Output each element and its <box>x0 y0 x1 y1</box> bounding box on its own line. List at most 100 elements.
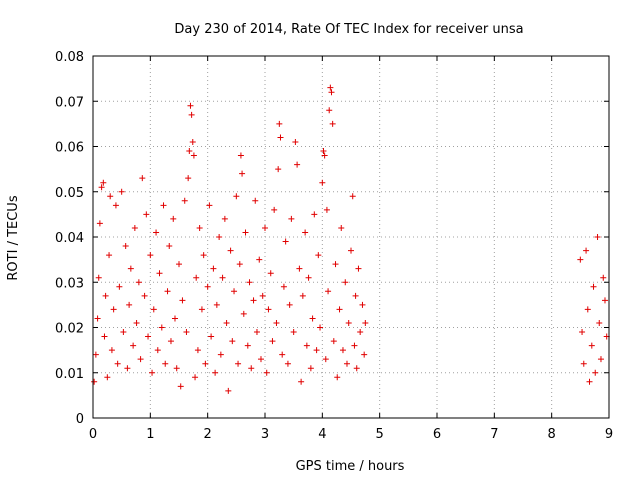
data-point <box>95 274 102 281</box>
data-point <box>179 297 186 304</box>
data-point <box>259 292 266 299</box>
data-point <box>212 369 219 376</box>
data-point <box>141 292 148 299</box>
data-point <box>116 283 123 290</box>
data-point <box>225 387 232 394</box>
data-point <box>320 148 327 155</box>
data-point <box>351 342 358 349</box>
data-point <box>313 347 320 354</box>
data-point <box>580 360 587 367</box>
data-point <box>188 111 195 118</box>
data-point <box>338 224 345 231</box>
data-point <box>282 238 289 245</box>
data-point <box>353 365 360 372</box>
y-tick-label: 0.04 <box>55 231 84 246</box>
data-point <box>227 247 234 254</box>
data-point <box>319 179 326 186</box>
data-point <box>122 243 129 250</box>
data-point <box>279 351 286 358</box>
data-point <box>149 369 156 376</box>
y-tick-label: 0.05 <box>55 186 84 201</box>
data-point <box>112 202 119 209</box>
data-point <box>100 179 107 186</box>
data-point <box>248 365 255 372</box>
data-point <box>154 347 161 354</box>
data-point <box>135 279 142 286</box>
data-point <box>323 206 330 213</box>
data-point <box>288 215 295 222</box>
data-point <box>202 360 209 367</box>
data-point <box>332 261 339 268</box>
data-point <box>186 148 193 155</box>
data-point <box>102 292 109 299</box>
data-point <box>124 365 131 372</box>
data-point <box>305 274 312 281</box>
data-point <box>98 184 105 191</box>
chart-title: Day 230 of 2014, Rate Of TEC Index for r… <box>174 22 523 37</box>
data-point <box>339 347 346 354</box>
data-point <box>579 329 586 336</box>
y-tick-label: 0.01 <box>55 367 84 382</box>
x-axis-label: GPS time / hours <box>296 459 405 474</box>
data-point <box>193 274 200 281</box>
data-point <box>256 256 263 263</box>
data-point <box>307 365 314 372</box>
data-point <box>302 229 309 236</box>
data-point <box>277 134 284 141</box>
data-point <box>233 193 240 200</box>
data-point <box>177 383 184 390</box>
data-point <box>294 161 301 168</box>
data-point <box>160 202 167 209</box>
data-point <box>348 247 354 254</box>
data-point <box>597 356 604 363</box>
data-point <box>216 234 223 240</box>
data-point <box>139 175 146 182</box>
data-point <box>577 256 584 263</box>
x-tick-label: 6 <box>433 427 441 442</box>
data-point <box>352 292 359 299</box>
data-point <box>325 288 332 295</box>
data-point <box>96 220 103 227</box>
data-point <box>345 319 352 326</box>
data-point <box>244 342 251 349</box>
data-point <box>147 252 154 259</box>
data-point <box>330 338 337 345</box>
data-point <box>200 252 207 259</box>
data-point <box>213 301 220 308</box>
data-point <box>317 324 324 331</box>
data-point <box>130 342 137 349</box>
data-point <box>208 333 215 340</box>
plot-frame <box>92 55 610 419</box>
data-point <box>303 342 310 349</box>
data-point <box>192 374 199 381</box>
data-point <box>126 301 133 308</box>
data-point <box>361 351 368 358</box>
data-point <box>221 215 228 222</box>
data-point <box>359 301 366 308</box>
data-point <box>276 120 283 127</box>
data-point <box>91 378 98 385</box>
data-points <box>91 84 610 394</box>
data-point <box>133 319 140 326</box>
x-tick-label: 5 <box>376 427 384 442</box>
data-point <box>326 107 333 114</box>
data-point <box>262 224 268 231</box>
data-point <box>150 306 157 313</box>
data-point <box>236 261 243 268</box>
data-point <box>269 338 276 345</box>
data-point <box>185 175 192 182</box>
data-point <box>181 197 188 204</box>
data-point <box>280 283 287 290</box>
data-point <box>153 229 160 236</box>
data-point <box>242 229 249 236</box>
y-axis-label: ROTI / TECUs <box>6 195 21 280</box>
data-point <box>596 319 603 326</box>
data-point <box>334 374 341 381</box>
data-point <box>210 265 217 272</box>
data-point <box>127 265 134 272</box>
data-point <box>231 288 238 295</box>
data-point <box>183 329 190 336</box>
data-point <box>355 265 362 272</box>
data-point <box>156 270 163 277</box>
